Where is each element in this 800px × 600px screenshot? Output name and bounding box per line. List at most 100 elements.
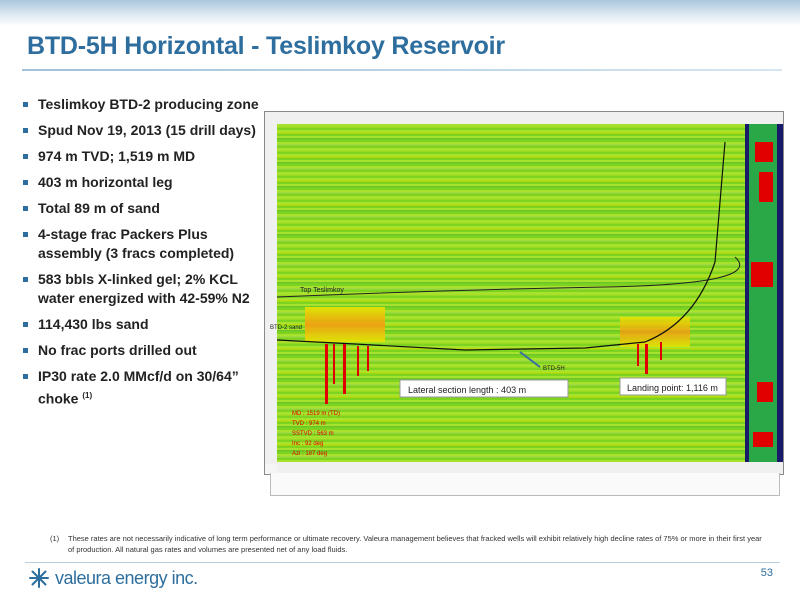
well-section-plot: Top Teslimkoy BTD-2 sand BTD-5H Lateral … bbox=[264, 111, 784, 475]
strata-line bbox=[277, 246, 745, 248]
strata-line bbox=[277, 324, 745, 326]
gamma-log-traces bbox=[325, 342, 662, 404]
bullet-square-icon bbox=[23, 206, 28, 211]
bullet-text: Total 89 m of sand bbox=[38, 200, 160, 216]
valeura-star-icon bbox=[29, 568, 49, 588]
bullet-square-icon bbox=[23, 322, 28, 327]
strata-line bbox=[277, 222, 745, 224]
strata-line bbox=[277, 210, 745, 212]
page-number: 53 bbox=[760, 567, 773, 579]
strata-line bbox=[277, 450, 745, 452]
top-teslimkoy-label: Top Teslimkoy bbox=[300, 287, 344, 294]
strata-line bbox=[277, 342, 745, 344]
strata-line bbox=[277, 132, 745, 134]
bullet-square-icon bbox=[23, 374, 28, 379]
btd2-sand-label: BTD-2 sand bbox=[270, 325, 302, 331]
strata-line bbox=[277, 408, 745, 410]
strata-line bbox=[277, 276, 745, 278]
strata-line bbox=[277, 156, 745, 158]
footnote-number: (1) bbox=[50, 534, 60, 543]
bullet-square-icon bbox=[23, 277, 28, 282]
bullet-item: 114,430 lbs sand bbox=[22, 315, 264, 334]
strata-line bbox=[277, 426, 745, 428]
bullet-item: Teslimkoy BTD-2 producing zone bbox=[22, 95, 264, 114]
bullet-text: Spud Nov 19, 2013 (15 drill days) bbox=[38, 122, 256, 138]
strata-line bbox=[277, 318, 745, 320]
strata-line bbox=[277, 402, 745, 404]
strata-line bbox=[277, 354, 745, 356]
strata-line bbox=[277, 366, 745, 368]
well-name-label: BTD-5H bbox=[543, 366, 565, 372]
company-name: valeura energy inc. bbox=[55, 567, 198, 588]
strata-line bbox=[277, 240, 745, 242]
footer-divider bbox=[25, 562, 780, 563]
strata-line bbox=[277, 126, 745, 128]
well-info-sstvd: SSTVD : 563 m bbox=[292, 431, 334, 437]
footnote-marker: (1) bbox=[82, 391, 93, 400]
bullet-item: IP30 rate 2.0 MMcf/d on 30/64” choke (1) bbox=[22, 367, 264, 409]
strata-line bbox=[277, 330, 745, 332]
strata-line bbox=[277, 204, 745, 206]
strata-line bbox=[277, 438, 745, 440]
bullet-text: 403 m horizontal leg bbox=[38, 174, 173, 190]
bullet-square-icon bbox=[23, 102, 28, 107]
lateral-length-box bbox=[399, 379, 569, 398]
strata-line bbox=[277, 270, 745, 272]
strata-line bbox=[277, 252, 745, 254]
strata-line bbox=[277, 174, 745, 176]
bullet-text: 4-stage frac Packers Plus assembly (3 fr… bbox=[38, 226, 235, 261]
strata-line bbox=[277, 168, 745, 170]
section-plot-svg: Top Teslimkoy BTD-2 sand BTD-5H Lateral … bbox=[265, 112, 783, 474]
strata-line bbox=[277, 150, 745, 152]
bullet-text: No frac ports drilled out bbox=[38, 342, 197, 358]
bullet-text: 114,430 lbs sand bbox=[38, 316, 149, 332]
strata-line bbox=[277, 138, 745, 140]
strata-line bbox=[277, 294, 745, 296]
landing-point-label: Landing point: 1,116 m bbox=[627, 383, 718, 393]
well-pointer-arrow bbox=[519, 351, 541, 368]
strata-line bbox=[277, 360, 745, 362]
strata-line bbox=[277, 336, 745, 338]
strata-line bbox=[277, 432, 745, 434]
bullet-item: No frac ports drilled out bbox=[22, 341, 264, 360]
lateral-length-label: Lateral section length : 403 m bbox=[408, 385, 526, 395]
well-info-inc: Inc : 92 deg bbox=[292, 441, 323, 447]
strata-line bbox=[277, 300, 745, 302]
strata-line bbox=[277, 264, 745, 266]
strata-line bbox=[277, 216, 745, 218]
strata-line bbox=[277, 306, 745, 308]
slide-title: BTD-5H Horizontal - Teslimkoy Reservoir bbox=[27, 32, 505, 60]
top-depth-ruler bbox=[265, 112, 783, 124]
strata-line bbox=[277, 420, 745, 422]
strata-line bbox=[277, 414, 745, 416]
bullet-list: Teslimkoy BTD-2 producing zone Spud Nov … bbox=[22, 95, 264, 416]
bullet-text: IP30 rate 2.0 MMcf/d on 30/64” choke bbox=[38, 368, 239, 407]
landing-point-box bbox=[619, 377, 727, 396]
header-gradient-band bbox=[0, 0, 800, 26]
company-logo: valeura energy inc. bbox=[28, 563, 198, 593]
strata-line bbox=[277, 258, 745, 260]
strata-line bbox=[277, 228, 745, 230]
strata-line bbox=[277, 162, 745, 164]
bullet-square-icon bbox=[23, 128, 28, 133]
well-trajectory bbox=[276, 141, 726, 351]
bullet-text: 583 bbls X-linked gel; 2% KCL water ener… bbox=[38, 271, 250, 306]
footnote: (1) These rates are not necessarily indi… bbox=[50, 533, 765, 555]
bullet-item: Total 89 m of sand bbox=[22, 199, 264, 218]
bullet-item: 974 m TVD; 1,519 m MD bbox=[22, 147, 264, 166]
section-plot-scale-bar bbox=[270, 473, 780, 496]
well-info-tvd: TVD : 974 m bbox=[292, 421, 326, 427]
right-log-red bbox=[751, 142, 773, 447]
strata-line bbox=[277, 378, 745, 380]
title-divider bbox=[22, 69, 782, 71]
well-info-azi: Azi : 187 deg bbox=[292, 451, 327, 457]
strata-line bbox=[277, 198, 745, 200]
reservoir-band-left bbox=[305, 307, 385, 342]
bullet-item: 403 m horizontal leg bbox=[22, 173, 264, 192]
strata-line bbox=[277, 180, 745, 182]
strata-line bbox=[277, 312, 745, 314]
bullet-square-icon bbox=[23, 180, 28, 185]
strata-line bbox=[277, 234, 745, 236]
top-teslimkoy-line bbox=[276, 256, 741, 298]
bullet-square-icon bbox=[23, 348, 28, 353]
